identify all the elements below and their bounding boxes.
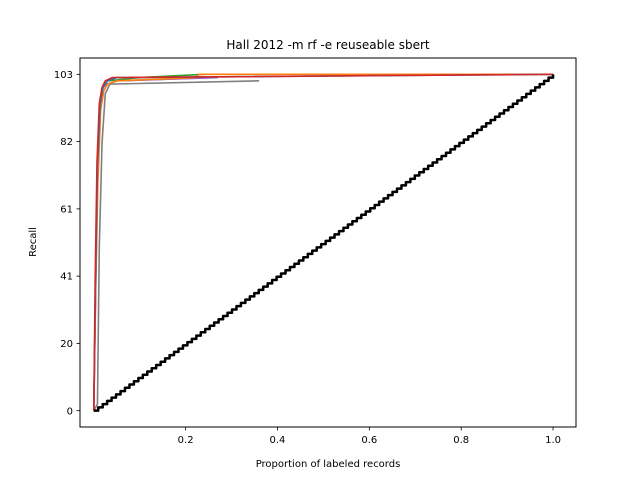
y-axis: 0 20 41 61 82 103	[54, 70, 80, 417]
y-axis-label: Recall	[28, 227, 39, 257]
x-axis-label: Proportion of labeled records	[256, 459, 401, 470]
y-tick-label: 61	[60, 204, 73, 215]
y-tick-label: 82	[60, 137, 73, 148]
chart-title: Hall 2012 -m rf -e reuseable sbert	[226, 38, 430, 52]
y-tick-label: 41	[60, 272, 73, 283]
y-tick-label: 103	[54, 70, 73, 81]
x-tick-label: 1.0	[545, 435, 561, 446]
x-tick-label: 0.2	[178, 435, 194, 446]
y-tick-label: 20	[60, 339, 73, 350]
y-tick-label: 0	[67, 406, 73, 417]
x-axis: 0.2 0.4 0.6 0.8 1.0	[178, 427, 561, 446]
series-line-7	[92, 73, 554, 411]
x-tick-label: 0.8	[453, 435, 469, 446]
x-tick-label: 0.4	[270, 435, 286, 446]
series-layer	[92, 73, 555, 412]
plot-frame	[79, 57, 577, 428]
x-tick-label: 0.6	[361, 435, 377, 446]
series-line-8	[93, 74, 555, 412]
